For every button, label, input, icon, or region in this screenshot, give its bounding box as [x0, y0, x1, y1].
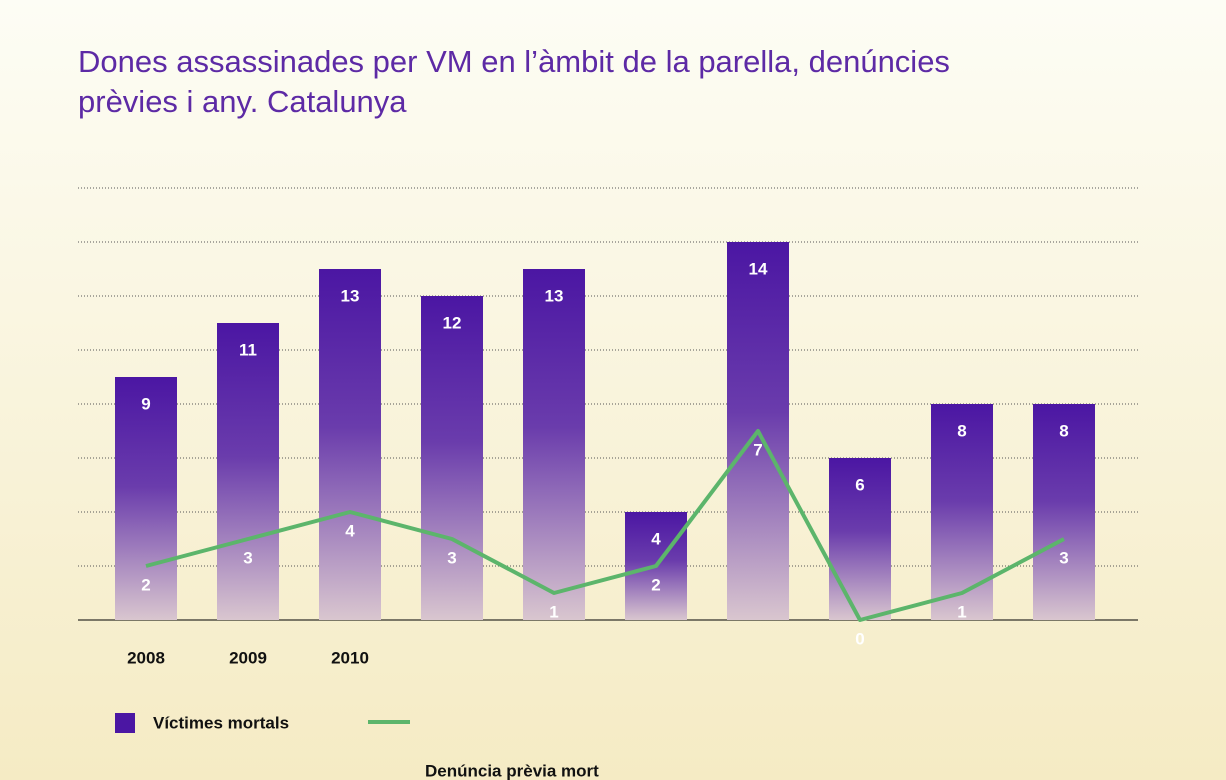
line-value-label: 2 [651, 575, 660, 594]
bar-value-label: 14 [749, 259, 768, 278]
line-value-label: 0 [855, 629, 864, 648]
bar-value-label: 8 [1059, 421, 1068, 440]
bar-value-label: 12 [443, 313, 462, 332]
bar-value-label: 11 [239, 340, 257, 359]
bar [319, 269, 381, 620]
x-tick-label: 2009 [229, 648, 267, 667]
line [145, 429, 1065, 622]
bar [421, 296, 483, 620]
bar-value-label: 8 [957, 421, 966, 440]
bar-value-label: 6 [855, 475, 864, 494]
x-tick-label: 2008 [127, 648, 165, 667]
bar [829, 458, 891, 620]
x-tick-label: 2010 [331, 648, 369, 667]
chart-title: Dones assassinades per VM en l’àmbit de … [78, 44, 950, 119]
bar [523, 269, 585, 620]
line-value-label: 1 [549, 602, 558, 621]
line-value-label: 2 [141, 575, 150, 594]
line-value-label: 3 [243, 548, 252, 567]
line-value-label: 3 [447, 548, 456, 567]
line-value-label: 1 [957, 602, 966, 621]
bar-value-label: 9 [141, 394, 150, 413]
bar-value-label: 13 [545, 286, 564, 305]
line-value-label: 4 [345, 521, 355, 540]
bar [115, 377, 177, 620]
bar [1033, 404, 1095, 620]
legend-swatch [115, 713, 135, 733]
legend-label: Víctimes mortals [153, 713, 289, 732]
line-value-label: 3 [1059, 548, 1068, 567]
bar [217, 323, 279, 620]
bar-value-label: 4 [651, 529, 661, 548]
bar-value-label: 13 [341, 286, 360, 305]
legend-label: Denúncia prèvia mort [425, 761, 599, 780]
line-value-label: 7 [753, 440, 762, 459]
